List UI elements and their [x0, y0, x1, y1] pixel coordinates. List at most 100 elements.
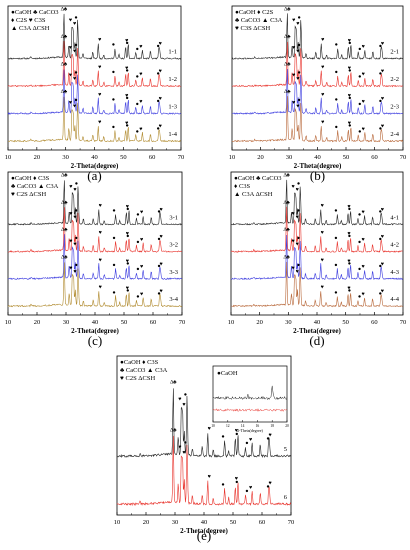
- phase-marker: ♥: [140, 237, 143, 243]
- series-trace-5: [116, 388, 292, 459]
- phase-marker: ●: [184, 440, 187, 446]
- phase-marker: ♣: [286, 254, 290, 260]
- phase-marker: ♥: [208, 474, 211, 480]
- x-tick-label: 40: [314, 154, 321, 161]
- phase-marker: ♥: [362, 71, 365, 77]
- series-trace-4-1: [230, 179, 403, 226]
- x-tick-label: 30: [172, 519, 179, 526]
- phase-marker: ♥: [296, 104, 299, 110]
- phase-marker: ●: [379, 209, 382, 215]
- phase-marker: ♥: [73, 49, 76, 55]
- phase-marker: ♣: [287, 6, 291, 12]
- phase-marker: ●: [334, 290, 337, 296]
- phase-marker: ●: [297, 181, 300, 187]
- phase-marker: Δ: [284, 89, 288, 95]
- phase-marker: ♥: [347, 231, 350, 237]
- phase-marker: ♥: [126, 204, 129, 210]
- phase-marker: ♥: [73, 104, 76, 110]
- inset-trace-5: [212, 385, 288, 401]
- phase-marker: ♥: [208, 426, 211, 432]
- phase-marker: ♥: [321, 120, 324, 126]
- phase-marker: ♥: [160, 289, 163, 295]
- phase-marker: ♥: [160, 234, 163, 240]
- phase-marker: ♣: [64, 34, 68, 40]
- series-label: 3-3: [169, 269, 178, 276]
- phase-marker: ♥: [292, 18, 295, 24]
- x-tick-label: 50: [120, 154, 127, 161]
- panel-d: 10 20 30 40 50 60 70 2-Theta(degree)(d) ●CaOH ♣ …: [228, 171, 406, 348]
- phase-marker: ●: [75, 181, 78, 187]
- phase-marker: ●: [136, 46, 139, 52]
- phase-marker: ●: [75, 208, 78, 214]
- phase-marker: ●: [298, 97, 301, 103]
- phase-marker: ♥: [296, 187, 299, 193]
- phase-marker: ♥: [69, 211, 72, 217]
- panel-caption: (d): [309, 333, 324, 348]
- phase-marker: ●: [348, 95, 351, 101]
- phase-marker: ♥: [99, 230, 102, 236]
- phase-marker: Δ: [283, 173, 287, 179]
- phase-marker: ♥: [125, 93, 128, 99]
- series-label: 1-4: [168, 131, 177, 138]
- phase-marker: ♥: [296, 49, 299, 55]
- phase-marker: ♣: [64, 89, 68, 95]
- series-trace-2-3: [231, 69, 403, 115]
- phase-marker: ●: [297, 208, 300, 214]
- phase-marker: ●: [335, 70, 338, 76]
- phase-marker: ●: [184, 392, 187, 398]
- x-tick-label: 30: [285, 319, 292, 326]
- phase-marker: ●: [156, 126, 159, 132]
- series-trace-2-2: [231, 41, 403, 88]
- phase-marker: ♥: [99, 257, 102, 263]
- x-axis-label: 2-Theta(degree): [180, 527, 228, 535]
- phase-marker: ♥: [381, 96, 384, 102]
- phase-marker: ♥: [73, 187, 76, 193]
- phase-marker: ♣: [64, 227, 68, 233]
- phase-marker: ●: [245, 488, 248, 494]
- series-trace-1-3: [7, 69, 182, 115]
- phase-marker: ♥: [98, 120, 101, 126]
- phase-marker: ♥: [321, 65, 324, 71]
- phase-marker: ♥: [381, 69, 384, 75]
- phase-marker: ●: [358, 101, 361, 107]
- phase-marker: ♥: [296, 242, 299, 248]
- legend-entry: ♣ CaCO3 ▲ C3A: [11, 183, 59, 190]
- phase-marker: ♣: [64, 200, 68, 206]
- phase-marker: ●: [157, 209, 160, 215]
- panel-b: 10 20 30 40 50 60 70 2-Theta(degree)(b) ●CaOH ♦ …: [229, 5, 406, 183]
- phase-marker: ♥: [182, 450, 185, 456]
- inset-trace-6: [212, 408, 288, 412]
- phase-marker: ●: [334, 208, 337, 214]
- phase-marker: ♥: [321, 203, 324, 209]
- legend-entry: ♥ C2S ΔCSH: [11, 191, 46, 198]
- phase-marker: ♥: [69, 266, 72, 272]
- phase-marker: ●: [334, 263, 337, 269]
- inset-x-tick-label: 18: [270, 424, 274, 428]
- phase-marker: ●: [379, 236, 382, 242]
- phase-marker: Δ: [283, 227, 287, 233]
- phase-marker: ●: [156, 71, 159, 77]
- phase-marker: ♣: [64, 254, 68, 260]
- phase-marker: ●: [112, 125, 115, 131]
- phase-marker: ●: [335, 97, 338, 103]
- inset-x-tick-label: 20: [285, 424, 289, 428]
- phase-marker: ♥: [160, 207, 163, 213]
- phase-marker: ●: [136, 212, 139, 218]
- x-tick-label: 10: [229, 154, 236, 161]
- phase-marker: Δ: [61, 173, 65, 179]
- phase-marker: ●: [156, 43, 159, 49]
- phase-marker: ♥: [159, 69, 162, 75]
- phase-marker: ●: [136, 239, 139, 245]
- phase-marker: ●: [358, 74, 361, 80]
- legend-entry: ♦ C3S: [234, 183, 251, 190]
- phase-marker: ●: [125, 95, 128, 101]
- series-trace-1-1: [7, 13, 182, 60]
- phase-marker: ♥: [381, 124, 384, 130]
- phase-marker: Δ: [170, 379, 174, 385]
- phase-marker: ●: [157, 236, 160, 242]
- phase-marker: ●: [136, 129, 139, 135]
- phase-marker: ♥: [99, 285, 102, 291]
- legend-entry: ▲ C3A ΔCSH: [234, 191, 273, 198]
- phase-marker: ●: [348, 40, 351, 46]
- x-tick-label: 30: [286, 154, 293, 161]
